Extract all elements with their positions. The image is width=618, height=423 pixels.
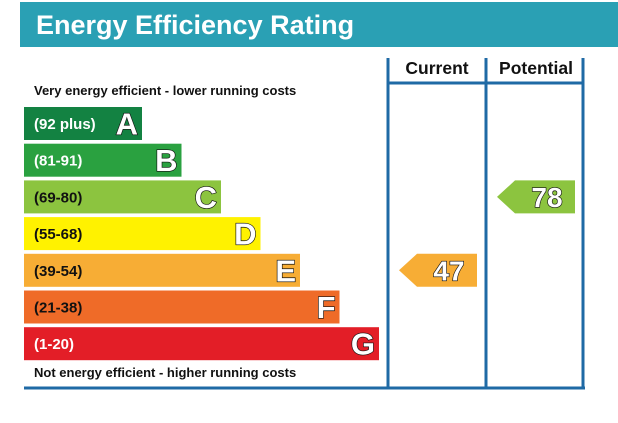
- band-f-range: (21-38): [34, 300, 82, 317]
- current-rating-value: 47: [433, 255, 464, 286]
- band-c-letter: C: [195, 180, 217, 215]
- column-header-current: Current: [405, 58, 468, 78]
- band-e-bar: [24, 253, 300, 287]
- band-f-bar: [24, 290, 340, 324]
- band-a-letter: A: [116, 107, 138, 142]
- table-frame: [24, 58, 585, 390]
- band-c-bar: [24, 180, 221, 214]
- potential-rating-value: 78: [531, 182, 562, 213]
- band-b-range: (81-91): [34, 153, 82, 170]
- top-note: Very energy efficient - lower running co…: [34, 83, 296, 98]
- current-rating-arrow: [399, 253, 477, 287]
- band-d-letter: D: [234, 217, 256, 252]
- band-b-letter: B: [155, 143, 177, 178]
- potential-rating-arrow: [497, 180, 575, 214]
- column-header-potential: Potential: [499, 58, 573, 78]
- band-e-range: (39-54): [34, 263, 82, 280]
- title-bar: [20, 2, 618, 47]
- band-d-bar: [24, 217, 261, 251]
- band-g-bar: [24, 327, 379, 361]
- band-f-letter: F: [317, 290, 336, 325]
- band-g-range: (1-20): [34, 336, 74, 353]
- rating-bands: (92 plus) A (81-91) B (69-80) C (55-68) D (39-54…: [24, 106, 379, 362]
- band-a-bar: [24, 107, 142, 140]
- band-a-range: (92 plus): [34, 116, 96, 133]
- band-b-bar: [24, 143, 182, 177]
- band-c-range: (69-80): [34, 189, 82, 206]
- band-g-letter: G: [351, 327, 375, 362]
- band-d-range: (55-68): [34, 226, 82, 243]
- bottom-note: Not energy efficient - higher running co…: [34, 365, 296, 380]
- chart-title: Energy Efficiency Rating: [36, 10, 354, 40]
- rating-arrows: 47 78: [399, 180, 575, 287]
- band-e-letter: E: [275, 253, 296, 288]
